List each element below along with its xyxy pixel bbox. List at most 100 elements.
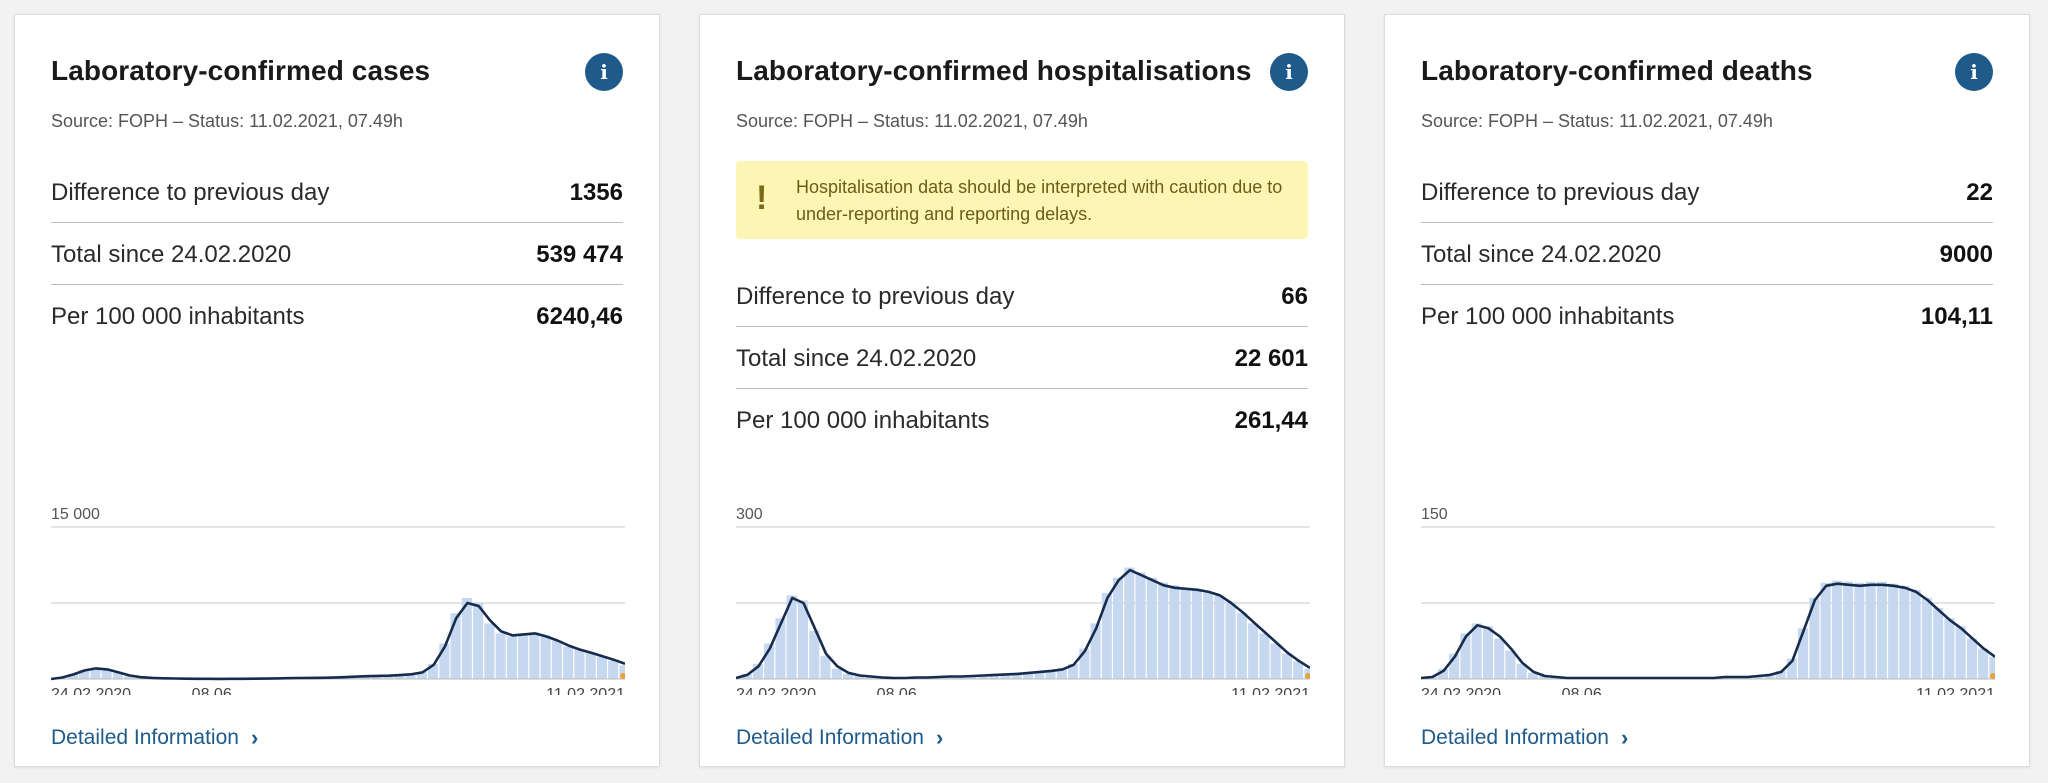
stat-label: Total since 24.02.2020 <box>51 241 292 268</box>
data-bar <box>1876 581 1887 679</box>
chevron-right-icon: › <box>1620 725 1629 750</box>
x-tick-label: 08.06 <box>877 686 917 695</box>
data-bar <box>416 671 427 679</box>
data-bar <box>741 673 752 679</box>
data-bar <box>1225 603 1236 679</box>
stat-label: Difference to previous day <box>1421 179 1700 206</box>
data-bar <box>736 677 747 679</box>
card-title: Laboratory-confirmed deaths <box>1421 55 1813 86</box>
stat-row: Per 100 000 inhabitants 261,44 <box>736 389 1308 450</box>
info-icon[interactable]: i <box>1955 53 1993 91</box>
data-bar <box>563 646 574 679</box>
data-bar <box>574 649 585 679</box>
chevron-right-icon: › <box>935 725 944 750</box>
detailed-information-link[interactable]: Detailed Information › <box>736 725 943 751</box>
detailed-information-link[interactable]: Detailed Information › <box>51 725 258 751</box>
x-tick-label: 11.02.2021 <box>546 686 625 695</box>
stat-row: Difference to previous day 66 <box>736 265 1308 327</box>
data-bar <box>1146 577 1157 679</box>
y-max-label: 300 <box>736 506 763 523</box>
stat-row: Total since 24.02.2020 539 474 <box>51 223 623 285</box>
end-marker <box>1305 673 1310 679</box>
data-bar <box>596 656 607 679</box>
hospitalisations-chart: 300 24.02.2020 08.06 11.02.2021 <box>736 506 1310 695</box>
data-bar <box>1293 661 1304 679</box>
card-title: Laboratory-confirmed hospitalisations <box>736 55 1252 86</box>
chevron-right-icon: › <box>250 725 259 750</box>
data-bar <box>1505 650 1516 679</box>
data-bar <box>1955 626 1966 679</box>
data-bar <box>518 633 529 679</box>
data-bar <box>775 618 786 679</box>
data-bar <box>1236 613 1247 679</box>
moving-average-line <box>736 568 1310 680</box>
card-source: Source: FOPH – Status: 11.02.2021, 07.49… <box>51 111 403 131</box>
data-bar <box>1494 638 1505 679</box>
data-bar <box>394 674 405 679</box>
stat-row: Total since 24.02.2020 9000 <box>1421 223 1993 285</box>
stat-value: 104,11 <box>1920 303 1993 330</box>
detailed-information-link[interactable]: Detailed Information › <box>1421 725 1628 751</box>
stat-label: Per 100 000 inhabitants <box>1421 303 1675 330</box>
data-bar <box>124 676 135 679</box>
data-bar <box>1079 648 1090 679</box>
y-max-label: 15 000 <box>51 506 100 523</box>
data-bar <box>484 623 495 679</box>
data-bar <box>608 660 619 679</box>
data-bar <box>1270 643 1281 679</box>
data-bar <box>1978 648 1989 679</box>
data-bar <box>1527 672 1538 679</box>
data-bar <box>1786 658 1797 679</box>
data-bar <box>1775 670 1786 679</box>
x-tick-label: 08.06 <box>192 686 232 695</box>
data-bar <box>1437 668 1448 679</box>
data-bar <box>1101 592 1112 679</box>
stat-row: Per 100 000 inhabitants 104,11 <box>1421 285 1993 346</box>
data-bar <box>764 643 775 679</box>
link-label: Detailed Information <box>1421 726 1609 749</box>
x-tick-label: 24.02.2020 <box>1421 686 1501 695</box>
exclamation-icon: ! <box>756 179 768 217</box>
data-bar <box>989 674 1000 679</box>
data-bar <box>1989 656 1995 679</box>
hospitalisations-card: Laboratory-confirmed hospitalisations i … <box>699 14 1345 767</box>
x-tick-label: 24.02.2020 <box>736 686 816 695</box>
stat-label: Per 100 000 inhabitants <box>51 303 305 330</box>
stat-value: 9000 <box>1939 241 1993 268</box>
data-bar <box>1045 670 1056 679</box>
data-bar <box>619 665 625 679</box>
data-bar <box>809 630 820 679</box>
link-label: Detailed Information <box>736 726 924 749</box>
link-label: Detailed Information <box>51 726 239 749</box>
data-bar <box>966 676 977 679</box>
stat-value: 66 <box>1281 283 1308 310</box>
data-bar <box>405 673 416 679</box>
data-bar <box>1831 580 1842 679</box>
data-bar <box>1113 577 1124 679</box>
data-bar <box>831 668 842 679</box>
data-bar <box>1921 597 1932 679</box>
data-bar <box>842 673 853 679</box>
data-bar <box>1281 653 1292 679</box>
x-tick-label: 24.02.2020 <box>51 686 131 695</box>
data-bar <box>439 643 450 679</box>
data-bar <box>506 636 517 679</box>
data-bar <box>1865 581 1876 679</box>
stat-value: 22 601 <box>1234 345 1308 372</box>
info-icon[interactable]: i <box>1270 53 1308 91</box>
stat-value: 261,44 <box>1234 407 1308 434</box>
info-icon[interactable]: i <box>585 53 623 91</box>
data-bar <box>371 676 382 679</box>
data-bar <box>1090 623 1101 679</box>
warning-box: ! Hospitalisation data should be interpr… <box>736 161 1308 239</box>
end-marker <box>1990 673 1995 679</box>
data-bar <box>1169 585 1180 679</box>
stat-label: Total since 24.02.2020 <box>736 345 977 372</box>
data-bar <box>978 675 989 679</box>
data-bar <box>1034 671 1045 679</box>
data-bar <box>854 676 865 679</box>
data-bar <box>585 652 596 679</box>
moving-average-line <box>1421 582 1995 680</box>
stats-table: Difference to previous day 22 Total sinc… <box>1421 161 1993 346</box>
data-bar <box>540 635 551 679</box>
